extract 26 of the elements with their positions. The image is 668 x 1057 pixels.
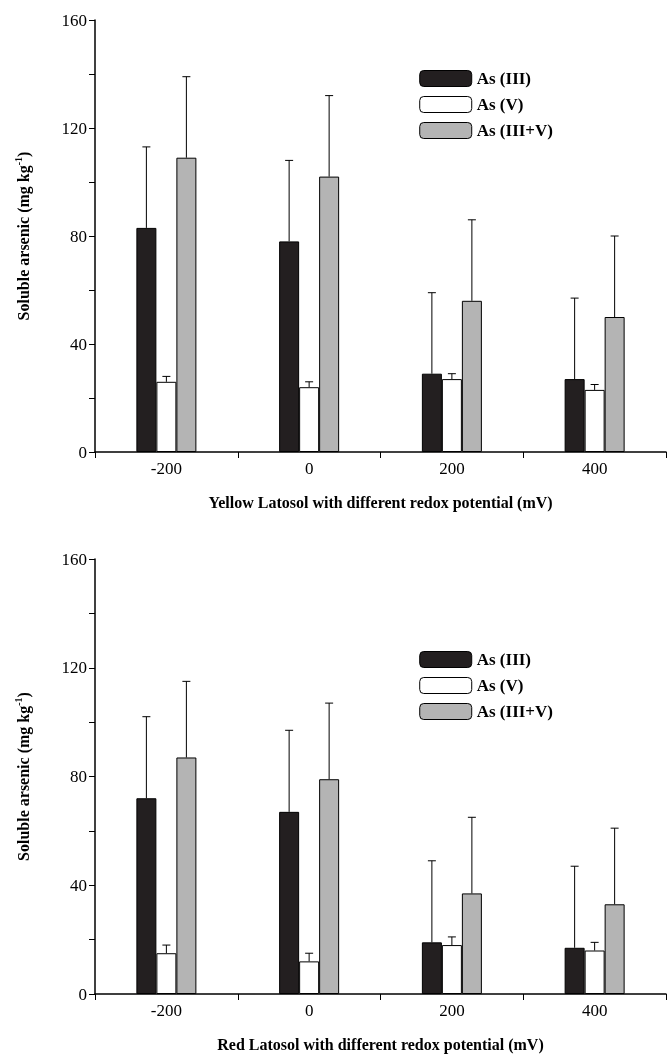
legend-label: As (V): [476, 676, 524, 695]
x-tick-label: 0: [304, 1001, 314, 1020]
y-tick-label: 160: [61, 549, 87, 569]
y-tick-label: 80: [70, 226, 87, 246]
y-tick-label: 160: [61, 10, 87, 30]
x-tick-label: -200: [150, 459, 182, 478]
legend-label: As (III): [476, 650, 532, 669]
y-tick-label: 0: [78, 984, 87, 1004]
x-axis-title: Red Latosol with different redox potential (mV): [217, 1035, 544, 1054]
y-tick-label: 40: [70, 334, 87, 354]
x-tick-label: -200: [150, 1001, 182, 1020]
legend-label: As (V): [476, 95, 524, 114]
legend-label: As (III+V): [476, 702, 554, 721]
x-tick-label: 400: [581, 1001, 608, 1020]
x-tick-label: 200: [439, 459, 465, 478]
y-tick-label: 120: [61, 658, 87, 678]
legend-label: As (III): [476, 69, 532, 88]
x-tick-label: 200: [439, 1001, 465, 1020]
x-tick-label: 0: [304, 459, 314, 478]
x-axis-title: Yellow Latosol with different redox potential (mV): [208, 493, 553, 512]
y-tick-label: 0: [78, 442, 87, 462]
y-tick-label: 80: [70, 767, 87, 786]
y-tick-label: 40: [70, 875, 87, 895]
x-tick-label: 400: [581, 459, 608, 478]
legend-label: As (III+V): [476, 121, 554, 140]
y-tick-label: 120: [61, 118, 87, 138]
